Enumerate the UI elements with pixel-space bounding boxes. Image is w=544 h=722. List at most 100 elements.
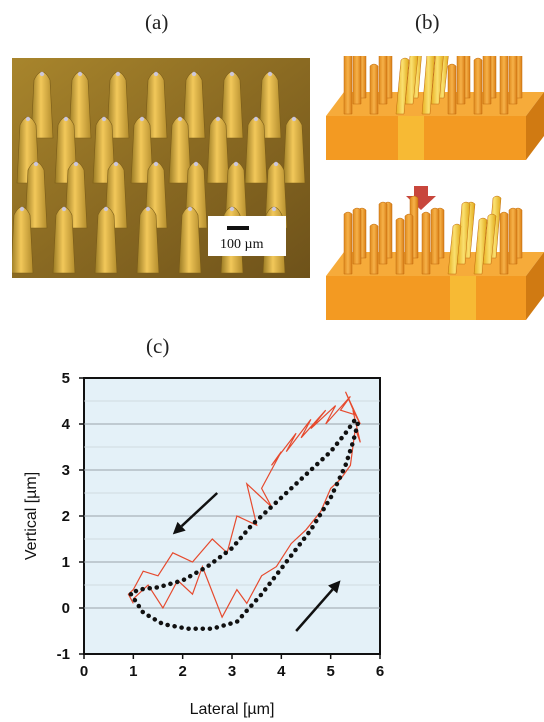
cilium-rod [378,201,388,265]
cilia-micrograph: 100 µm [12,58,310,278]
x-tick-label: 5 [326,663,334,680]
series-group [127,391,361,631]
cilium-rod [508,207,518,265]
cilium-rod [430,56,444,105]
pillar-tip [153,71,159,77]
cilium-rod [421,211,431,275]
y-tick-labels: -1 0 1 2 3 4 5 [57,370,84,663]
cilium-rod [447,63,457,115]
y-tick-label: 2 [62,508,70,525]
direction-arrow-shaft [180,492,219,528]
cilium-rod [343,56,353,115]
pillar-tip [177,116,183,122]
block-front-face [326,116,526,160]
cilium-rod [430,207,440,265]
x-tick-label: 2 [178,663,186,680]
pillar-tip [73,161,79,167]
pillar-tip [33,161,39,167]
pillar-tip [193,161,199,167]
x-tick-labels: 0 1 2 3 4 5 6 [80,654,384,680]
cilium-rod [456,201,471,265]
pillar-tip [101,116,107,122]
panel-c-label: (c) [146,334,170,358]
y-tick-label: -1 [57,646,70,663]
pillar-tip [191,71,197,77]
pillar-tip [77,71,83,77]
actuated-band [398,116,424,160]
y-tick-label: 4 [62,416,71,433]
y-axis-title: Vertical [µm] [23,472,40,560]
pillar-tip [271,206,277,212]
cilium-rod [456,56,466,105]
cilia-block-before [326,56,544,160]
pillar-tip [253,116,259,122]
x-tick-label: 0 [80,663,88,680]
pillar-tip [291,116,297,122]
panel-a-label: (a) [145,10,169,34]
cilium-rod [447,223,462,275]
fit-trajectory-line [128,417,361,631]
pillar-group [12,71,306,274]
pillar-tip [139,116,145,122]
cilium-pillar [136,206,160,274]
cilium-rod [352,207,362,265]
pillar-tip [25,116,31,122]
block-side-face [526,252,544,320]
cilium-rod [369,63,379,115]
pillar-tip [63,116,69,122]
cilium-rod [421,56,436,115]
scale-bar-box: 100 µm [208,216,286,256]
cilium-rod [482,213,497,265]
cilium-rod [395,57,410,115]
cilium-rod [473,57,483,115]
cilium-pillar [178,206,202,274]
direction-arrow-head [328,580,341,594]
cilium-pillar [12,206,34,274]
cilium-pillar [244,116,268,184]
pillar-tip [215,116,221,122]
trajectory-chart: -1 0 1 2 3 4 5 0 1 2 3 4 5 6 Lateral [µm] Vertical [… [23,370,384,718]
pillar-tip [273,161,279,167]
actuated-band [450,276,476,320]
cilium-rod [499,56,509,115]
y-tick-label: 5 [62,370,70,387]
x-tick-label: 6 [376,663,384,680]
x-tick-label: 3 [228,663,236,680]
y-tick-label: 3 [62,462,70,479]
pillar-tip [187,206,193,212]
pillar-tip [103,206,109,212]
cilium-rod [369,223,379,275]
y-tick-label: 0 [62,600,70,617]
cilia-block-after [326,195,544,320]
cilium-pillar [282,116,306,184]
cilium-rod [482,56,492,105]
y-tick-label: 1 [62,554,70,571]
cilium-rod [378,56,388,105]
cilium-pillar [52,206,76,274]
cilium-rod [508,56,518,105]
cilium-rod [404,213,414,265]
pillar-tip [233,161,239,167]
x-axis-title: Lateral [µm] [190,701,275,718]
cilium-rod [395,217,405,275]
cilium-rod [343,211,353,275]
pillar-tip [153,161,159,167]
scale-bar-label: 100 µm [220,237,264,252]
pillar-tip [115,71,121,77]
direction-arrow-shaft [295,588,334,632]
cilium-pillar [206,116,230,184]
pillar-tip [19,206,25,212]
gridlines [84,400,380,609]
cilium-rod [473,217,488,275]
panel-b-label: (b) [415,10,440,34]
pillar-tip [39,71,45,77]
transition-arrow [406,186,436,210]
pillar-tip [61,206,67,212]
cilium-rod [404,56,419,105]
cilia-schematic [326,56,544,320]
block-front-face [326,276,526,320]
pillar-tip [267,71,273,77]
pillar-tip [229,71,235,77]
block-side-face [526,92,544,160]
cilium-rod [352,56,362,105]
